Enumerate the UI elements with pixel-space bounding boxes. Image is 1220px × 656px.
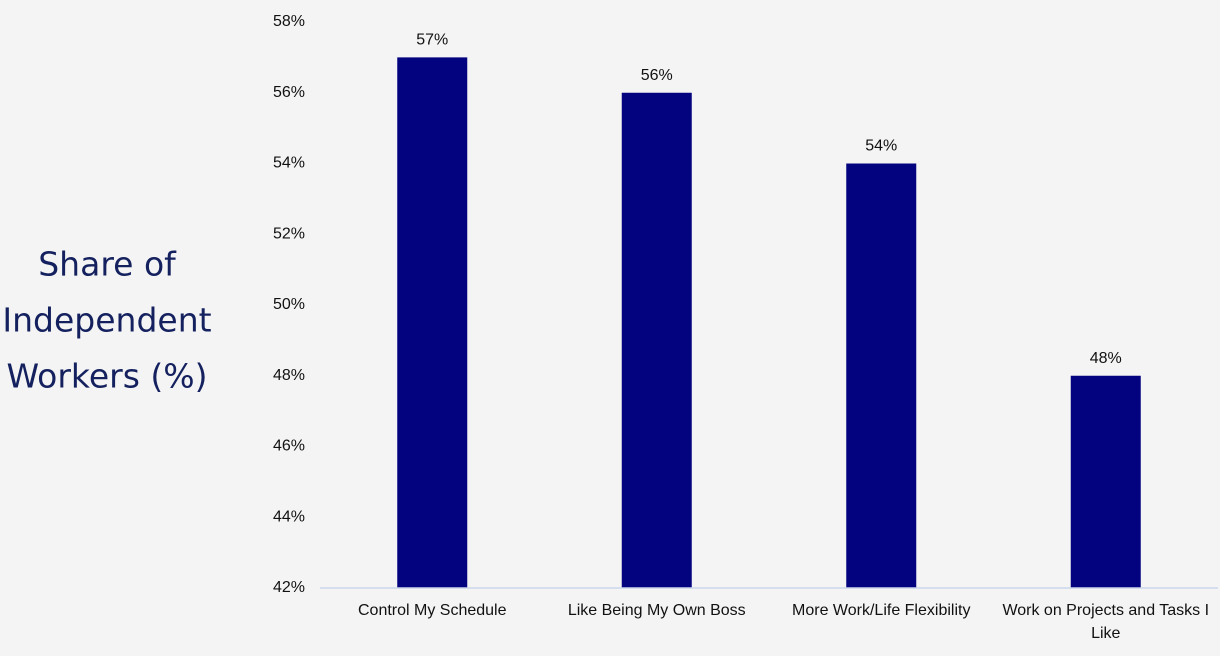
y-axis-title: Workers (%) bbox=[6, 357, 207, 396]
bar bbox=[397, 57, 468, 588]
bar bbox=[846, 163, 917, 588]
y-tick-label: 52% bbox=[273, 225, 305, 242]
bar bbox=[621, 92, 692, 588]
y-tick-label: 44% bbox=[273, 508, 305, 525]
x-tick-label: More Work/Life Flexibility bbox=[792, 602, 971, 619]
y-tick-label: 42% bbox=[273, 579, 305, 596]
value-label: 48% bbox=[1090, 350, 1122, 367]
y-tick-label: 48% bbox=[273, 367, 305, 384]
y-tick-label: 58% bbox=[273, 13, 305, 30]
value-label: 56% bbox=[641, 67, 673, 84]
y-tick-label: 54% bbox=[273, 155, 305, 172]
x-tick-label: Work on Projects and Tasks I Like bbox=[1002, 602, 1210, 642]
value-label: 54% bbox=[865, 138, 897, 155]
x-tick-label: Control My Schedule bbox=[357, 602, 507, 619]
y-axis-title: Share of bbox=[38, 245, 177, 284]
value-label: 57% bbox=[416, 32, 448, 49]
y-tick-label: 56% bbox=[273, 84, 305, 101]
y-tick-label: 50% bbox=[273, 296, 305, 313]
bar bbox=[1070, 375, 1141, 588]
x-tick-label: Like Being My Own Boss bbox=[567, 602, 746, 619]
y-axis-title: Independent bbox=[2, 301, 211, 340]
y-tick-label: 46% bbox=[273, 438, 305, 455]
